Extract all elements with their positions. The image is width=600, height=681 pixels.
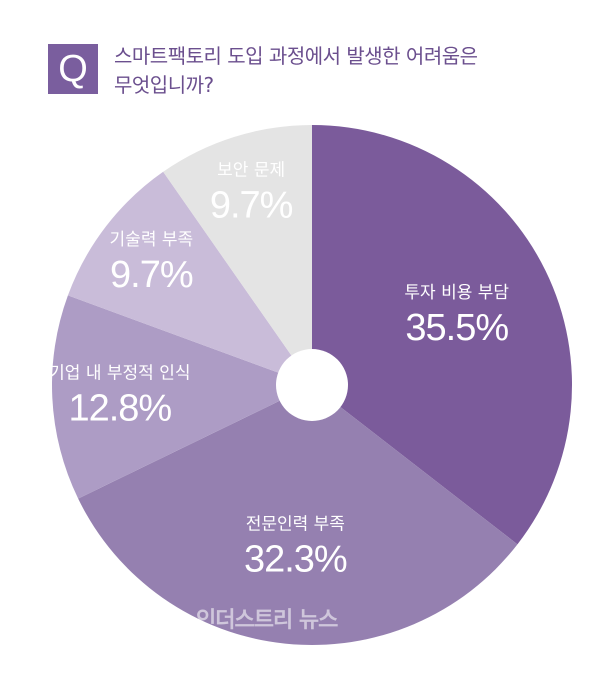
question-badge: Q [48,44,98,94]
pie-slice-4 [67,171,312,385]
pie-slice-1 [312,125,572,545]
question-title: 스마트팩토리 도입 과정에서 발생한 어려움은 무엇입니까? [114,42,584,100]
pie-slice-2 [78,385,518,645]
donut-hole [276,349,348,421]
question-line-2: 무엇입니까? [114,73,214,97]
slice-label-4: 기술력 부족 [110,230,194,250]
pie-slice-3 [52,295,313,499]
slice-label-3: 기업 내 부정적 인식 [49,364,190,384]
slice-label-5: 보안 문제 [217,161,285,181]
pie-slices [52,125,572,645]
slice-value-3: 12.8% [68,388,171,430]
slice-value-2: 32.3% [244,538,347,580]
question-line-1: 스마트팩토리 도입 과정에서 발생한 어려움은 [114,44,478,68]
slice-value-5: 9.7% [210,185,293,227]
slice-value-4: 9.7% [110,254,193,296]
pie-slice-5 [163,125,312,385]
slice-label-1: 투자 비용 부담 [404,283,509,303]
watermark-logo: 인더스트리 뉴스 [196,608,338,633]
slice-value-1: 35.5% [405,307,508,349]
pie-labels: 투자 비용 부담 35.5% 전문인력 부족 32.3% 기업 내 부정적 인식 12.8… [49,161,509,581]
slice-label-2: 전문인력 부족 [246,514,345,534]
